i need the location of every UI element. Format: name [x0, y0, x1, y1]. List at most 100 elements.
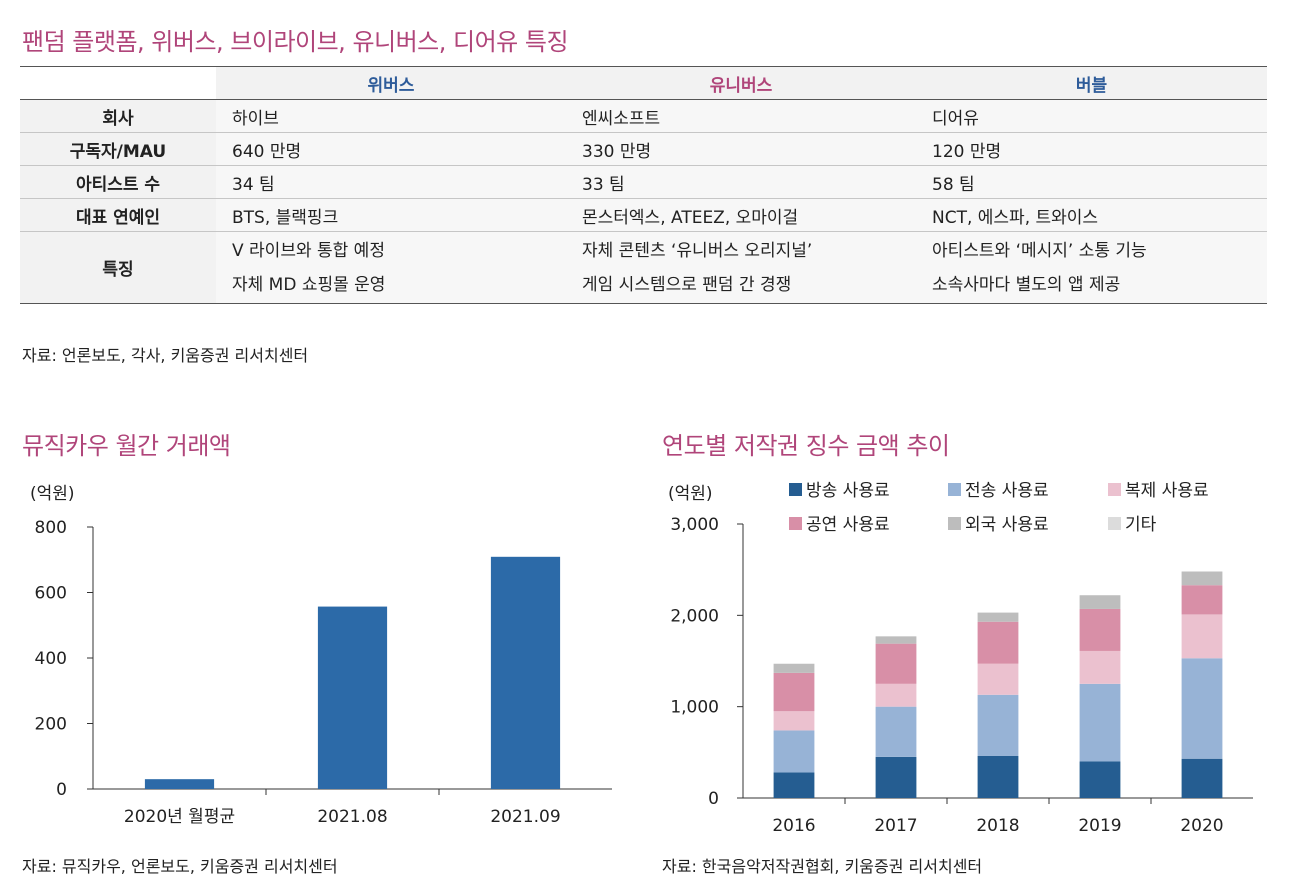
- row-label-artists: 아티스트 수: [20, 165, 216, 199]
- bar-segment-0-4: [1181, 758, 1223, 798]
- bar-0: [144, 779, 215, 789]
- table-row: 회사 하이브 엔씨소프트 디어유: [20, 99, 1267, 133]
- bar-segment-2-2: [977, 663, 1019, 695]
- bar-segment-1-1: [875, 706, 917, 757]
- legend-label-4: 외국 사용료: [965, 515, 1049, 535]
- row-label-celebrities: 대표 연예인: [20, 198, 216, 232]
- bar-segment-1-3: [1079, 683, 1121, 762]
- bar-segment-3-3: [1079, 608, 1121, 651]
- bar-segment-4-1: [875, 636, 917, 644]
- x-tick-label: 2021.09: [490, 807, 560, 827]
- header-bubble: 버블: [916, 66, 1267, 100]
- header-universe: 유니버스: [566, 66, 916, 100]
- bar-segment-1-4: [1181, 658, 1223, 759]
- table-row: 특징 V 라이브와 통합 예정 자체 MD 쇼핑몰 운영 자체 콘텐츠 ‘유니버…: [20, 231, 1267, 304]
- table-row: 구독자/MAU 640 만명 330 만명 120 만명: [20, 132, 1267, 166]
- table-cell: NCT, 에스파, 트와이스: [916, 198, 1267, 232]
- legend-swatch-4: [948, 517, 961, 530]
- right-chart-title: 연도별 저작권 징수 금액 추이: [662, 432, 950, 460]
- cell-line: V 라이브와 통합 예정: [232, 240, 385, 261]
- legend-label-3: 공연 사용료: [806, 515, 890, 535]
- bar-segment-2-1: [875, 683, 917, 707]
- x-tick-label: 2020년 월평균: [124, 807, 235, 827]
- row-label-subscribers: 구독자/MAU: [20, 132, 216, 166]
- row-label-company: 회사: [20, 99, 216, 133]
- table-row: 아티스트 수 34 팀 33 팀 58 팀: [20, 165, 1267, 199]
- bar-segment-4-4: [1181, 571, 1223, 586]
- bar-2: [490, 556, 561, 789]
- platform-comparison-table: 위버스 유니버스 버블 회사 하이브 엔씨소프트 디어유 구독자/MAU 640…: [20, 66, 1267, 304]
- y-tick-label: 1,000: [670, 698, 719, 718]
- table-cell: 하이브: [216, 99, 566, 133]
- legend-swatch-3: [789, 517, 802, 530]
- bar-segment-3-1: [875, 643, 917, 684]
- left-chart-source-note: 자료: 뮤직카우, 언론보도, 키움증권 리서치센터: [22, 857, 338, 876]
- bar-segment-0-0: [773, 772, 815, 798]
- table-cell: 몬스터엑스, ATEEZ, 오마이걸: [566, 198, 916, 232]
- table-cell: 58 팀: [916, 165, 1267, 199]
- left-chart-title: 뮤직카우 월간 거래액: [22, 432, 231, 460]
- table-cell: BTS, 블랙핑크: [216, 198, 566, 232]
- y-tick-label: 0: [708, 789, 719, 809]
- legend-label-1: 전송 사용료: [965, 481, 1049, 501]
- right-chart-source-note: 자료: 한국음악저작권협회, 키움증권 리서치센터: [662, 857, 983, 876]
- cell-line: 게임 시스템으로 팬덤 간 경쟁: [582, 274, 792, 295]
- table-cell: 120 만명: [916, 132, 1267, 166]
- table-cell: 디어유: [916, 99, 1267, 133]
- bar-segment-3-2: [977, 621, 1019, 664]
- y-unit-label: (억원): [668, 484, 713, 504]
- table-cell: 자체 콘텐츠 ‘유니버스 오리지널’ 게임 시스템으로 팬덤 간 경쟁: [566, 231, 916, 304]
- y-tick-label: 2,000: [670, 606, 719, 626]
- y-tick-label: 800: [35, 518, 67, 538]
- legend-swatch-5: [1108, 517, 1121, 530]
- x-tick-label: 2021.08: [317, 807, 387, 827]
- bar-segment-3-0: [773, 672, 815, 712]
- table-cell: 330 만명: [566, 132, 916, 166]
- table-source-note: 자료: 언론보도, 각사, 키움증권 리서치센터: [22, 346, 309, 365]
- legend-swatch-1: [948, 483, 961, 496]
- bar-segment-2-4: [1181, 614, 1223, 659]
- table-cell: 33 팀: [566, 165, 916, 199]
- table-cell: 엔씨소프트: [566, 99, 916, 133]
- row-label-features: 특징: [20, 231, 216, 304]
- bar-segment-0-3: [1079, 761, 1121, 798]
- y-tick-label: 400: [35, 649, 67, 669]
- bar-segment-2-0: [773, 711, 815, 731]
- table-cell: 아티스트와 ‘메시지’ 소통 기능 소속사마다 별도의 앱 제공: [916, 231, 1267, 304]
- bar-segment-0-1: [875, 756, 917, 798]
- x-tick-label: 2020: [1180, 816, 1223, 836]
- bar-segment-3-4: [1181, 585, 1223, 615]
- x-tick-label: 2019: [1078, 816, 1121, 836]
- cell-line: 소속사마다 별도의 앱 제공: [932, 274, 1121, 295]
- table-cell: 640 만명: [216, 132, 566, 166]
- table-header-row: 위버스 유니버스 버블: [20, 66, 1267, 100]
- bar-segment-4-3: [1079, 595, 1121, 609]
- bar-segment-2-3: [1079, 650, 1121, 684]
- cell-line: 자체 콘텐츠 ‘유니버스 오리지널’: [582, 240, 813, 261]
- table-cell: V 라이브와 통합 예정 자체 MD 쇼핑몰 운영: [216, 231, 566, 304]
- bar-segment-0-2: [977, 755, 1019, 798]
- legend-swatch-2: [1108, 483, 1121, 496]
- table-title: 팬덤 플랫폼, 위버스, 브이라이브, 유니버스, 디어유 특징: [22, 28, 569, 56]
- cell-line: 아티스트와 ‘메시지’ 소통 기능: [932, 240, 1147, 261]
- y-unit-label: (억원): [30, 484, 75, 504]
- header-weverse: 위버스: [216, 66, 566, 100]
- bar-1: [317, 606, 388, 789]
- table-cell: 34 팀: [216, 165, 566, 199]
- header-blank-cell: [20, 66, 216, 100]
- y-tick-label: 0: [56, 780, 67, 800]
- y-tick-label: 200: [35, 715, 67, 735]
- x-tick-label: 2016: [772, 816, 815, 836]
- x-tick-label: 2017: [874, 816, 917, 836]
- y-tick-label: 600: [35, 584, 67, 604]
- legend-label-2: 복제 사용료: [1125, 481, 1209, 501]
- legend-swatch-0: [789, 483, 802, 496]
- y-tick-label: 3,000: [670, 515, 719, 535]
- bar-segment-4-0: [773, 663, 815, 673]
- x-tick-label: 2018: [976, 816, 1019, 836]
- legend-label-0: 방송 사용료: [806, 481, 890, 501]
- legend-label-5: 기타: [1125, 515, 1157, 535]
- cell-line: 자체 MD 쇼핑몰 운영: [232, 274, 386, 295]
- table-row: 대표 연예인 BTS, 블랙핑크 몬스터엑스, ATEEZ, 오마이걸 NCT,…: [20, 198, 1267, 232]
- bar-segment-4-2: [977, 612, 1019, 622]
